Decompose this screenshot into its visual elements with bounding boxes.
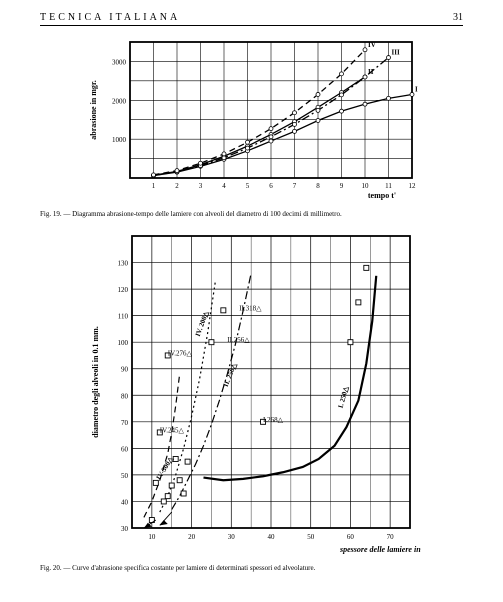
svg-text:tempo t': tempo t': [367, 191, 395, 200]
fig19-caption: Fig. 19. — Diagramma abrasione-tempo del…: [40, 210, 463, 218]
svg-text:10: 10: [361, 182, 369, 190]
svg-text:80: 80: [121, 393, 129, 401]
fig20-svg: 10 20 30 40 50 60 70 30 40 50 60 70 80 90 100 110 120 130…: [82, 228, 422, 558]
svg-text:IV.245△: IV.245△: [159, 427, 184, 435]
fig20-chart: 10 20 30 40 50 60 70 30 40 50 60 70 80 90 100 110 120 130…: [40, 228, 463, 558]
journal-title: TECNICA ITALIANA: [40, 12, 180, 23]
svg-text:90: 90: [121, 366, 129, 374]
svg-text:40: 40: [121, 499, 129, 507]
svg-text:I: I: [415, 85, 418, 93]
svg-text:III: III: [391, 49, 399, 57]
fig20-caption-text: — Curve d'abrasione specifica costante p…: [63, 564, 315, 572]
svg-text:5: 5: [245, 182, 249, 190]
svg-text:4: 4: [222, 182, 226, 190]
fig20-caption-prefix: Fig. 20.: [40, 564, 62, 572]
svg-text:8: 8: [316, 182, 320, 190]
svg-text:abrasione in mgr.: abrasione in mgr.: [89, 80, 98, 140]
svg-text:110: 110: [117, 313, 128, 321]
svg-text:11: 11: [385, 182, 392, 190]
svg-text:3000: 3000: [112, 58, 127, 66]
svg-text:70: 70: [121, 419, 129, 427]
svg-text:1: 1: [151, 182, 155, 190]
page-container: TECNICA ITALIANA 31 12345678910111210002…: [0, 0, 503, 602]
svg-text:2: 2: [175, 182, 179, 190]
svg-text:50: 50: [307, 533, 315, 541]
svg-text:II.256△: II.256△: [227, 337, 250, 345]
svg-text:12: 12: [408, 182, 416, 190]
svg-text:IV.276△: IV.276△: [167, 350, 192, 358]
svg-text:30: 30: [121, 525, 129, 533]
svg-text:130: 130: [117, 260, 128, 268]
fig20-caption: Fig. 20. — Curve d'abrasione specifica c…: [40, 564, 463, 572]
svg-text:6: 6: [269, 182, 273, 190]
svg-text:diametro degli alveoli in 0.1: diametro degli alveoli in 0.1 mm.: [91, 327, 100, 439]
fig19-caption-prefix: Fig. 19.: [40, 210, 62, 218]
svg-text:30: 30: [227, 533, 235, 541]
svg-text:40: 40: [267, 533, 275, 541]
fig19-svg: 123456789101112100020003000tempo t'abras…: [82, 34, 422, 204]
page-header: TECNICA ITALIANA 31: [40, 12, 463, 26]
svg-text:IV: IV: [368, 41, 376, 49]
svg-text:50: 50: [121, 472, 129, 480]
svg-text:spessore delle lamiere in 0.1: spessore delle lamiere in 0.1 mm.: [339, 545, 422, 554]
fig19-caption-text: — Diagramma abrasione-tempo delle lamier…: [63, 210, 341, 218]
svg-text:20: 20: [188, 533, 196, 541]
svg-text:60: 60: [121, 446, 129, 454]
svg-text:2000: 2000: [112, 97, 127, 105]
svg-text:1000: 1000: [112, 136, 127, 144]
svg-text:I.268△: I.268△: [263, 416, 284, 424]
svg-text:100: 100: [117, 340, 128, 348]
svg-text:70: 70: [386, 533, 394, 541]
svg-text:3: 3: [198, 182, 202, 190]
svg-text:120: 120: [117, 286, 128, 294]
svg-text:60: 60: [346, 533, 354, 541]
fig19-chart: 123456789101112100020003000tempo t'abras…: [40, 34, 463, 204]
svg-text:10: 10: [148, 533, 156, 541]
svg-text:II.318△: II.318△: [239, 305, 262, 313]
svg-text:7: 7: [292, 182, 296, 190]
svg-text:9: 9: [339, 182, 343, 190]
page-number: 31: [453, 12, 463, 23]
